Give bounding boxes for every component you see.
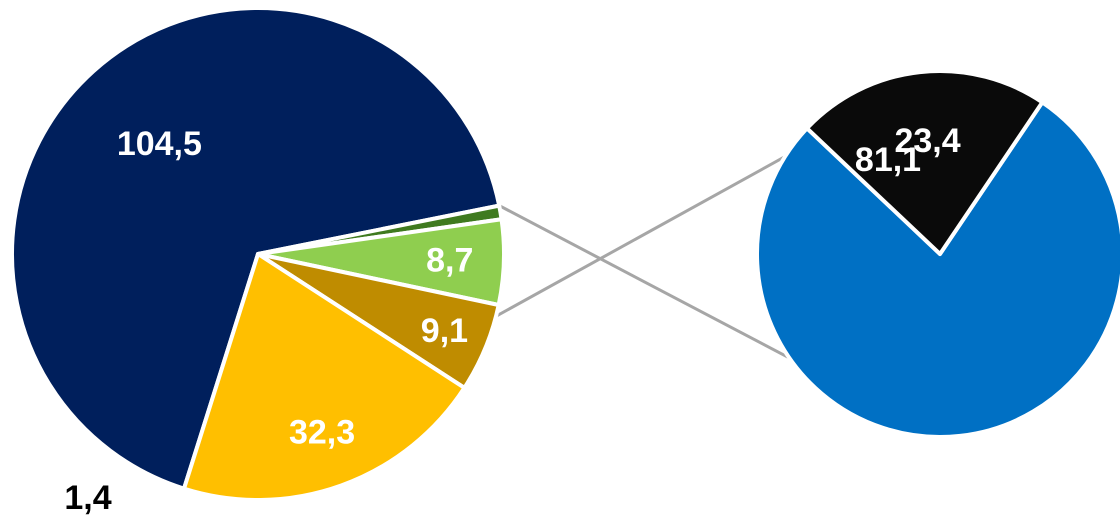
secondary-pie-slice-23-4 <box>805 69 1045 256</box>
data-labels: 104,5 1,4 8,7 9,1 32,3 81,123,4 <box>64 122 960 517</box>
secondary-pie-slice-81-1 <box>755 100 1120 439</box>
main-pie-slice-104-5 <box>10 6 502 491</box>
main-pie-label-9-1: 9,1 <box>421 312 468 350</box>
main-pie-label-8-7: 8,7 <box>426 241 473 279</box>
secondary-pie-label-81-1: 81,1 <box>855 141 921 179</box>
main-pie <box>10 6 506 502</box>
main-pie-label-32-3: 32,3 <box>289 413 355 451</box>
main-pie-label-1-4: 1,4 <box>64 479 111 517</box>
secondary-pie-label-23-4: 23,4 <box>894 122 960 160</box>
secondary-pie <box>755 69 1120 439</box>
main-pie-slice-32-3 <box>182 252 467 502</box>
main-pie-label-104-5: 104,5 <box>117 125 202 163</box>
